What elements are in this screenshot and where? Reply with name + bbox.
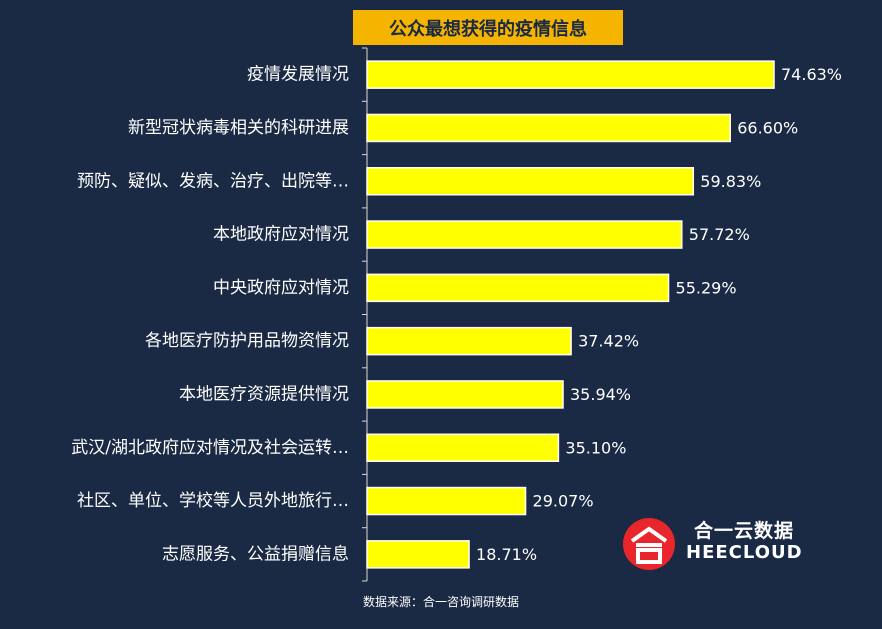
logo-chinese-text: 合一云数据 bbox=[694, 520, 795, 542]
data-label: 66.60% bbox=[737, 118, 798, 137]
data-label: 74.63% bbox=[781, 65, 842, 84]
source-note: 数据来源：合一咨询调研数据 bbox=[362, 595, 519, 609]
category-label: 新型冠状病毒相关的科研进展 bbox=[128, 118, 349, 138]
bar bbox=[366, 433, 560, 462]
category-label: 武汉/湖北政府应对情况及社会运转… bbox=[71, 438, 349, 458]
heecloud-logo-icon bbox=[623, 518, 675, 570]
logo-english-text: HEECLOUD bbox=[686, 542, 803, 563]
data-label: 55.29% bbox=[676, 278, 737, 297]
category-label: 各地医疗防护用品物资情况 bbox=[145, 331, 349, 351]
heecloud-logo: 合一云数据 HEECLOUD bbox=[622, 512, 822, 572]
data-label: 37.42% bbox=[578, 332, 639, 351]
category-label: 预防、疑似、发病、治疗、出院等… bbox=[77, 171, 349, 191]
category-label: 本地医疗资源提供情况 bbox=[179, 384, 349, 404]
bar bbox=[366, 167, 695, 196]
data-label: 35.10% bbox=[565, 438, 626, 457]
bar bbox=[366, 273, 670, 303]
data-label: 29.07% bbox=[533, 492, 594, 511]
category-label: 中央政府应对情况 bbox=[213, 278, 349, 298]
category-label: 疫情发展情况 bbox=[247, 65, 349, 85]
data-label: 18.71% bbox=[476, 545, 537, 564]
chart-title: 公众最想获得的疫情信息 bbox=[353, 10, 623, 45]
category-label: 社区、单位、学校等人员外地旅行… bbox=[77, 491, 349, 511]
bar bbox=[366, 60, 775, 89]
bar bbox=[366, 113, 731, 143]
category-label: 本地政府应对情况 bbox=[213, 225, 349, 245]
data-label: 57.72% bbox=[689, 225, 750, 244]
bar bbox=[366, 380, 564, 409]
bar bbox=[366, 486, 527, 516]
data-label: 35.94% bbox=[570, 385, 631, 404]
data-label: 59.83% bbox=[700, 172, 761, 191]
bar bbox=[366, 540, 470, 569]
category-label: 志愿服务、公益捐赠信息 bbox=[162, 544, 349, 564]
bar bbox=[366, 220, 683, 249]
bar bbox=[366, 326, 572, 356]
